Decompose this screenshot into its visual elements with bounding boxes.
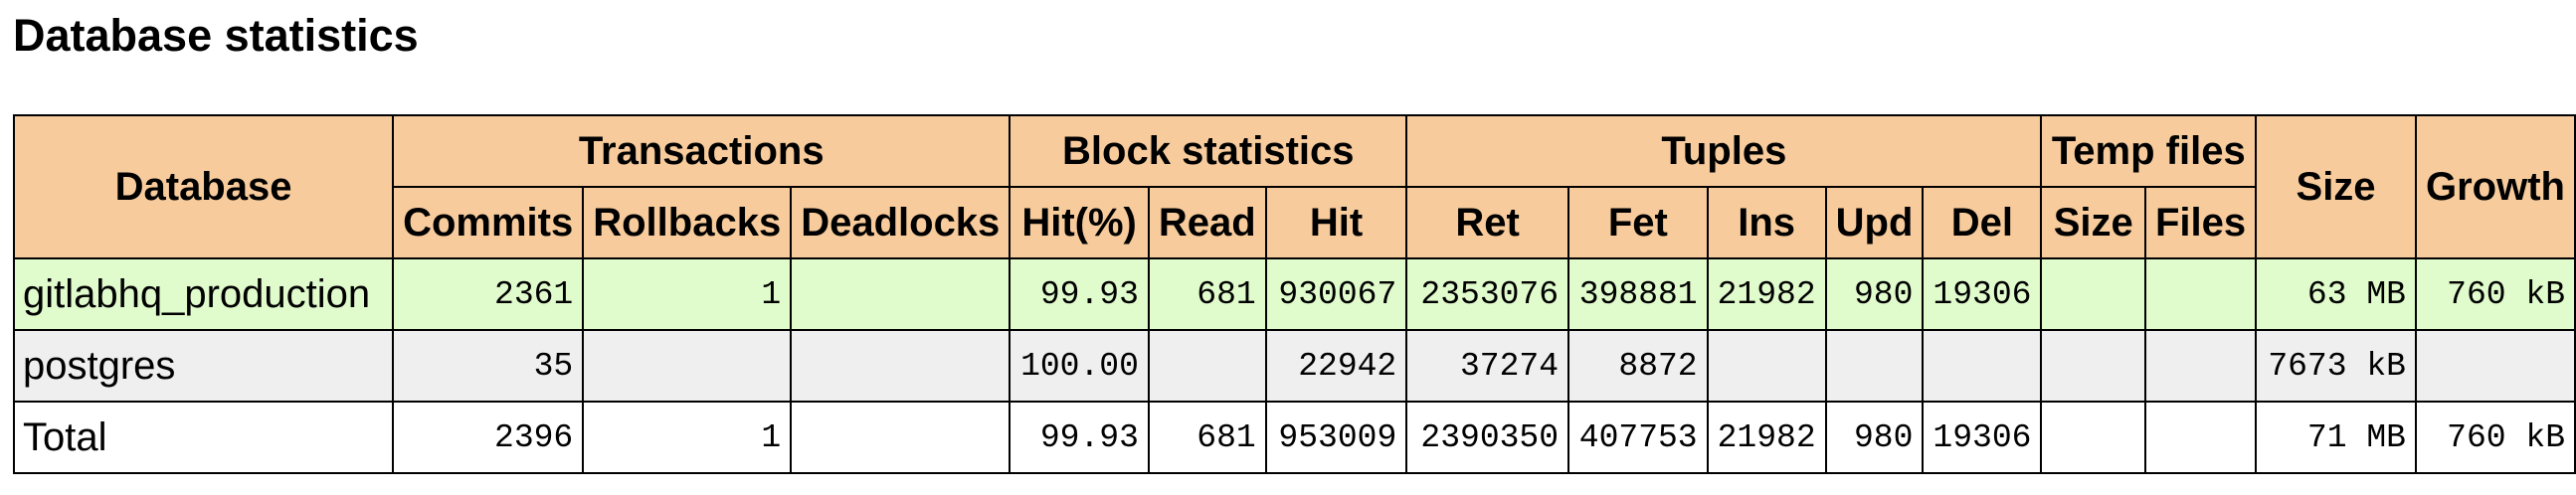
col-header-temp-size: Size (2040, 186, 2146, 259)
cell-temp-size (2040, 401, 2146, 474)
cell-ins (1706, 329, 1827, 403)
cell-database: Total (12, 401, 395, 474)
cell-size: 7673 kB (2255, 329, 2417, 403)
cell-deadlocks (790, 329, 1012, 403)
cell-upd: 980 (1824, 257, 1925, 331)
cell-rollbacks: 1 (582, 257, 793, 331)
cell-fet: 407753 (1567, 401, 1709, 474)
cell-deadlocks (790, 401, 1012, 474)
cell-ins: 21982 (1706, 401, 1827, 474)
cell-growth: 760 kB (2414, 257, 2576, 331)
cell-upd: 980 (1824, 401, 1925, 474)
database-statistics-table: Database Transactions Block statistics T… (12, 114, 2576, 474)
col-header-deadlocks: Deadlocks (790, 186, 1012, 259)
col-header-commits: Commits (392, 186, 585, 259)
col-header-hit: Hit (1264, 186, 1408, 259)
cell-rollbacks: 1 (582, 401, 793, 474)
cell-ins: 21982 (1706, 257, 1827, 331)
cell-del: 19306 (1922, 257, 2043, 331)
page-title: Database statistics (13, 10, 419, 61)
cell-hit-pct: 100.00 (1009, 329, 1150, 403)
cell-database: postgres (12, 329, 395, 403)
cell-upd (1824, 329, 1925, 403)
cell-temp-files (2143, 329, 2258, 403)
col-header-fet: Fet (1567, 186, 1709, 259)
cell-temp-size (2040, 329, 2146, 403)
cell-hit: 953009 (1264, 401, 1408, 474)
group-header-tuples: Tuples (1405, 114, 2043, 188)
cell-ret: 2353076 (1405, 257, 1570, 331)
cell-del (1922, 329, 2043, 403)
cell-commits: 2361 (392, 257, 585, 331)
table-row: gitlabhq_production 2361 1 99.93 681 930… (12, 257, 2576, 331)
cell-size: 63 MB (2255, 257, 2417, 331)
cell-ret: 37274 (1405, 329, 1570, 403)
header-column-row: Commits Rollbacks Deadlocks Hit(%) Read … (14, 186, 2575, 259)
cell-growth: 760 kB (2414, 401, 2576, 474)
cell-ret: 2390350 (1405, 401, 1570, 474)
col-header-hit-pct: Hit(%) (1009, 186, 1150, 259)
cell-temp-size (2040, 257, 2146, 331)
cell-database: gitlabhq_production (12, 257, 395, 331)
cell-temp-files (2143, 257, 2258, 331)
cell-read (1147, 329, 1267, 403)
cell-read: 681 (1147, 401, 1267, 474)
col-header-ins: Ins (1706, 186, 1827, 259)
cell-rollbacks (582, 329, 793, 403)
cell-fet: 8872 (1567, 329, 1709, 403)
col-header-size: Size (2255, 114, 2417, 259)
table-row: Total 2396 1 99.93 681 953009 2390350 40… (12, 401, 2576, 474)
cell-fet: 398881 (1567, 257, 1709, 331)
header-group-row: Database Transactions Block statistics T… (12, 114, 2576, 259)
col-header-rollbacks: Rollbacks (582, 186, 793, 259)
col-header-growth: Growth (2414, 114, 2576, 259)
cell-hit: 22942 (1264, 329, 1408, 403)
col-header-read: Read (1147, 186, 1267, 259)
cell-commits: 2396 (392, 401, 585, 474)
cell-hit-pct: 99.93 (1009, 401, 1150, 474)
col-header-temp-files: Files (2143, 186, 2258, 259)
table-row: postgres 35 100.00 22942 37274 8872 7673… (12, 329, 2576, 403)
cell-size: 71 MB (2255, 401, 2417, 474)
group-header-temp-files: Temp files (2040, 114, 2258, 188)
cell-deadlocks (790, 257, 1012, 331)
col-header-database: Database (12, 114, 395, 259)
cell-hit-pct: 99.93 (1009, 257, 1150, 331)
col-header-del: Del (1922, 186, 2043, 259)
cell-hit: 930067 (1264, 257, 1408, 331)
col-header-upd: Upd (1824, 186, 1925, 259)
group-header-transactions: Transactions (392, 114, 1012, 188)
cell-del: 19306 (1922, 401, 2043, 474)
col-header-ret: Ret (1405, 186, 1570, 259)
cell-commits: 35 (392, 329, 585, 403)
cell-read: 681 (1147, 257, 1267, 331)
cell-growth (2414, 329, 2576, 403)
cell-temp-files (2143, 401, 2258, 474)
group-header-block-statistics: Block statistics (1009, 114, 1408, 188)
